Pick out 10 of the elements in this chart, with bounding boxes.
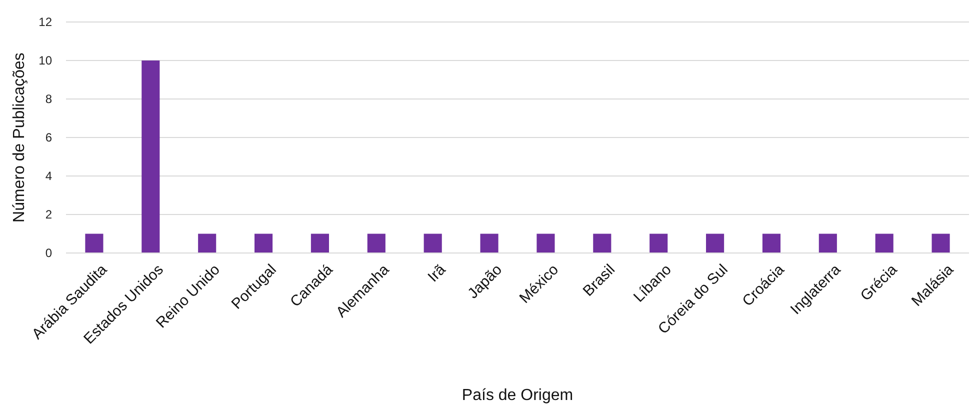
- y-axis-title: Número de Publicações: [11, 52, 28, 222]
- y-tick-label: 4: [45, 169, 52, 184]
- y-tick-label: 2: [45, 208, 52, 222]
- x-tick-label: Irã: [424, 260, 450, 286]
- y-tick-label: 0: [45, 246, 52, 260]
- y-tick-label: 6: [45, 130, 52, 145]
- y-tick-label: 8: [45, 92, 52, 106]
- y-tick-label: 12: [38, 15, 52, 30]
- x-axis-title: País de Origem: [462, 387, 574, 404]
- y-tick-label: 10: [38, 54, 52, 68]
